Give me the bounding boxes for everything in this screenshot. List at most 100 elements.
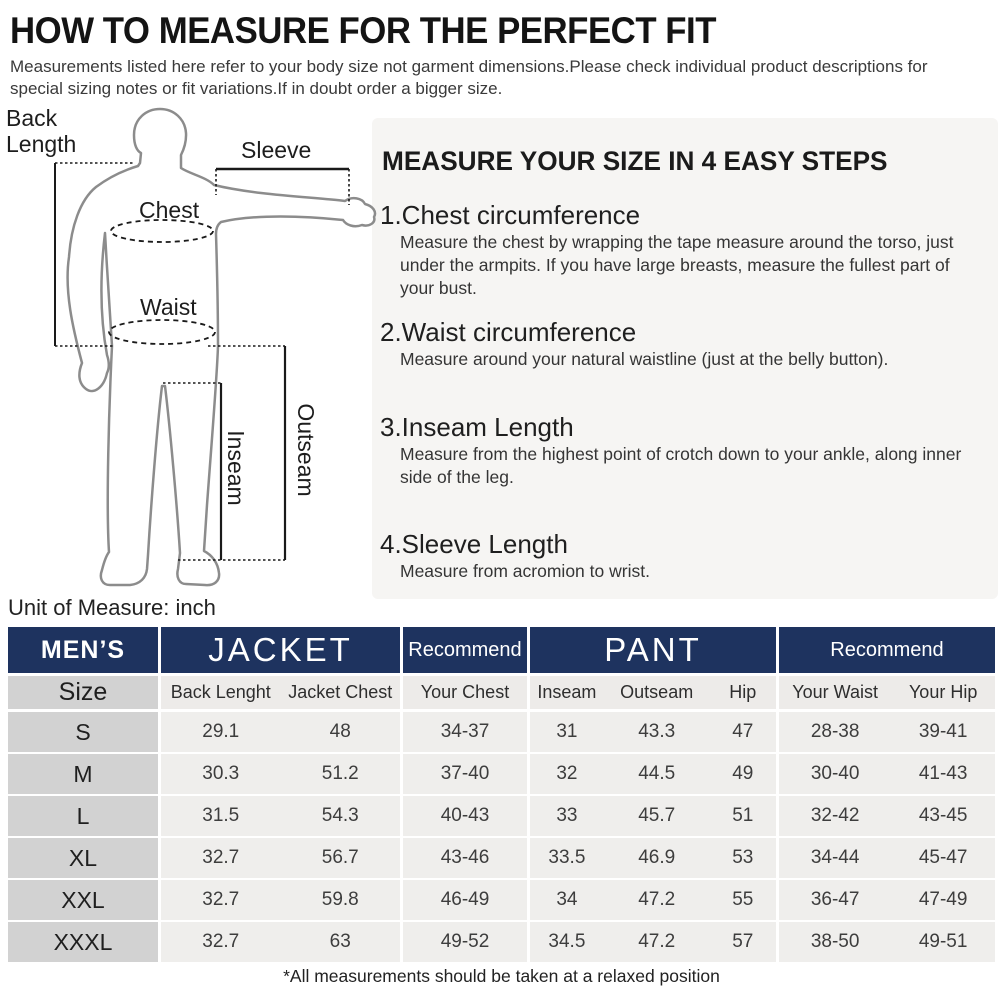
cell-outseam: 43.3	[603, 712, 710, 752]
cell-hip: 49	[709, 754, 776, 794]
sleeve-label: Sleeve	[241, 137, 312, 163]
cell-inseam: 32	[530, 754, 604, 794]
waist-label: Waist	[140, 294, 197, 320]
measure-steps-panel: MEASURE YOUR SIZE IN 4 EASY STEPS 1.Ches…	[372, 118, 998, 599]
cell-your-chest: 43-46	[403, 838, 527, 878]
cell-outseam: 47.2	[603, 880, 710, 920]
column-header-hip: Hip	[709, 676, 776, 709]
cell-your-chest: 40-43	[403, 796, 527, 836]
page-subtitle: Measurements listed here refer to your b…	[10, 57, 928, 98]
cell-your-chest: 49-52	[403, 922, 527, 962]
cell-inseam: 33.5	[530, 838, 604, 878]
cell-your-hip: 49-51	[891, 922, 995, 962]
column-header-your-chest: Your Chest	[403, 676, 527, 709]
cell-size: XL	[8, 838, 158, 878]
cell-jacket-chest: 48	[280, 712, 400, 752]
cell-size: M	[8, 754, 158, 794]
cell-outseam: 44.5	[603, 754, 710, 794]
cell-outseam: 47.2	[603, 922, 710, 962]
chest-label: Chest	[139, 197, 200, 223]
cell-hip: 47	[709, 712, 776, 752]
cell-hip: 55	[709, 880, 776, 920]
cell-back-length: 30.3	[161, 754, 281, 794]
body-measurement-diagram: Back Length Sleeve Chest Waist Inseam Ou…	[0, 105, 385, 605]
step-4-title: 4.Sleeve Length	[380, 529, 568, 559]
unit-of-measure-note: Unit of Measure: inch	[8, 595, 216, 620]
step-3-description: Measure from the highest point of crotch…	[400, 444, 962, 487]
column-header-your-hip: Your Hip	[891, 676, 995, 709]
body-outline-figure	[54, 107, 377, 587]
table-row-xl: XL 32.7 56.7 43-46 33.5 46.9 53 34-44 45…	[8, 838, 995, 878]
step-1-title: 1.Chest circumference	[380, 200, 641, 230]
step-4-description: Measure from acromion to wrist.	[400, 561, 650, 581]
cell-your-hip: 41-43	[891, 754, 995, 794]
table-row-m: M 30.3 51.2 37-40 32 44.5 49 30-40 41-43	[8, 754, 995, 794]
group-header-recommend-jacket: Recommend	[403, 627, 527, 673]
group-header-recommend-pant: Recommend	[779, 627, 995, 673]
cell-outseam: 46.9	[603, 838, 710, 878]
table-footnote: *All measurements should be taken at a r…	[283, 966, 720, 986]
column-header-jacket-chest: Jacket Chest	[280, 676, 400, 709]
table-row-s: S 29.1 48 34-37 31 43.3 47 28-38 39-41	[8, 712, 995, 752]
cell-hip: 57	[709, 922, 776, 962]
size-table: MEN’S JACKET Recommend PANT Recommend Si…	[8, 627, 995, 964]
cell-your-waist: 32-42	[779, 796, 892, 836]
step-2-title: 2.Waist circumference	[380, 317, 637, 347]
cell-back-length: 29.1	[161, 712, 281, 752]
steps-heading: MEASURE YOUR SIZE IN 4 EASY STEPS	[382, 146, 888, 176]
step-2-description: Measure around your natural waistline (j…	[400, 349, 889, 369]
cell-your-hip: 39-41	[891, 712, 995, 752]
inseam-label: Inseam	[223, 430, 249, 506]
cell-your-waist: 30-40	[779, 754, 892, 794]
cell-hip: 53	[709, 838, 776, 878]
cell-size: L	[8, 796, 158, 836]
cell-inseam: 31	[530, 712, 604, 752]
group-header-jacket: JACKET	[161, 627, 400, 673]
cell-size: XXXL	[8, 922, 158, 962]
cell-your-chest: 46-49	[403, 880, 527, 920]
table-row-l: L 31.5 54.3 40-43 33 45.7 51 32-42 43-45	[8, 796, 995, 836]
column-header-back-length: Back Lenght	[161, 676, 281, 709]
waist-measure-ellipse	[108, 319, 216, 345]
table-row-xxl: XXL 32.7 59.8 46-49 34 47.2 55 36-47 47-…	[8, 880, 995, 920]
cell-size: XXL	[8, 880, 158, 920]
cell-your-waist: 28-38	[779, 712, 892, 752]
cell-back-length: 31.5	[161, 796, 281, 836]
group-header-mens: MEN’S	[8, 627, 158, 673]
chest-measure-ellipse	[110, 219, 214, 243]
group-header-pant: PANT	[530, 627, 776, 673]
column-header-inseam: Inseam	[530, 676, 604, 709]
outseam-label: Outseam	[293, 403, 319, 497]
table-group-header-row: MEN’S JACKET Recommend PANT Recommend	[8, 627, 995, 673]
cell-inseam: 34	[530, 880, 604, 920]
cell-back-length: 32.7	[161, 880, 281, 920]
cell-jacket-chest: 54.3	[280, 796, 400, 836]
step-1-description: Measure the chest by wrapping the tape m…	[400, 232, 954, 298]
back-length-label: Back Length	[6, 105, 77, 157]
cell-jacket-chest: 63	[280, 922, 400, 962]
step-3-title: 3.Inseam Length	[380, 412, 574, 442]
cell-your-waist: 36-47	[779, 880, 892, 920]
cell-your-waist: 38-50	[779, 922, 892, 962]
cell-size: S	[8, 712, 158, 752]
cell-inseam: 33	[530, 796, 604, 836]
cell-your-chest: 37-40	[403, 754, 527, 794]
cell-your-hip: 43-45	[891, 796, 995, 836]
table-row-xxxl: XXXL 32.7 63 49-52 34.5 47.2 57 38-50 49…	[8, 922, 995, 962]
page-title: HOW TO MEASURE FOR THE PERFECT FIT	[10, 10, 717, 51]
cell-back-length: 32.7	[161, 922, 281, 962]
cell-inseam: 34.5	[530, 922, 604, 962]
cell-jacket-chest: 51.2	[280, 754, 400, 794]
column-header-outseam: Outseam	[603, 676, 710, 709]
cell-outseam: 45.7	[603, 796, 710, 836]
cell-your-chest: 34-37	[403, 712, 527, 752]
column-header-your-waist: Your Waist	[779, 676, 892, 709]
cell-your-waist: 34-44	[779, 838, 892, 878]
cell-jacket-chest: 59.8	[280, 880, 400, 920]
cell-back-length: 32.7	[161, 838, 281, 878]
column-header-size: Size	[8, 676, 158, 709]
cell-jacket-chest: 56.7	[280, 838, 400, 878]
cell-your-hip: 47-49	[891, 880, 995, 920]
cell-your-hip: 45-47	[891, 838, 995, 878]
